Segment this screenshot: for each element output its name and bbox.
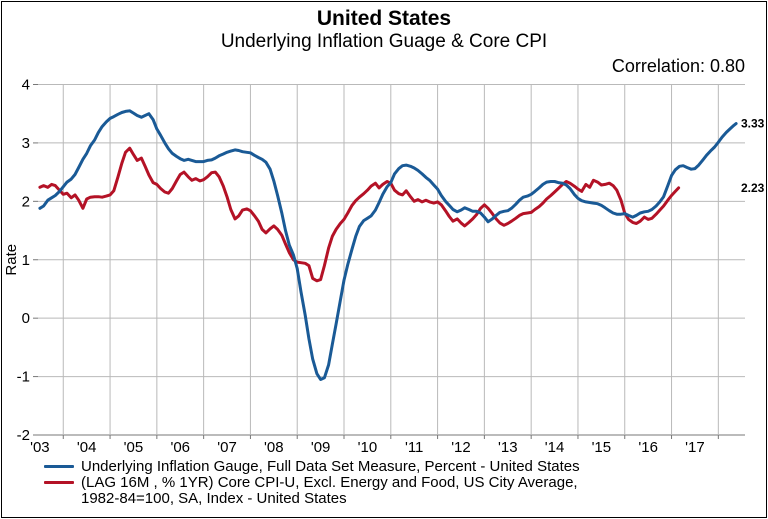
x-tick-label: '14	[545, 439, 565, 456]
x-tick-label: '17	[685, 439, 705, 456]
series-line-core-cpi	[38, 146, 681, 283]
series-end-label: 3.33	[741, 117, 765, 131]
x-tick-label: '13	[498, 439, 518, 456]
chart-title: United States	[316, 7, 452, 30]
x-tick-label: '10	[358, 439, 378, 456]
y-tick-label: 2	[22, 193, 30, 210]
x-tick-label: '05	[124, 439, 144, 456]
y-tick-label: 1	[22, 252, 30, 269]
legend-swatch-core-cpi	[44, 480, 74, 484]
x-tick-label: '12	[451, 439, 471, 456]
series-end-label: 2.23	[741, 181, 765, 195]
x-tick-label: '08	[264, 439, 284, 456]
x-tick-label: '07	[217, 439, 237, 456]
chart-subtitle: Underlying Inflation Guage & Core CPI	[220, 31, 548, 52]
legend-row: Underlying Inflation Gauge, Full Data Se…	[44, 457, 580, 475]
legend-row: (LAG 16M , % 1YR) Core CPI-U, Excl. Ener…	[44, 473, 580, 491]
y-tick-label: 0	[22, 310, 30, 327]
legend-swatch-uig	[44, 464, 74, 468]
chart-legend: Underlying Inflation Gauge, Full Data Se…	[44, 457, 580, 507]
legend-label: (LAG 16M , % 1YR) Core CPI-U, Excl. Ener…	[81, 473, 578, 491]
correlation-label: Correlation: 0.80	[611, 56, 745, 76]
y-axis-title: Rate	[3, 244, 20, 276]
y-tick-label: -1	[17, 369, 30, 386]
x-tick-label: '16	[638, 439, 658, 456]
legend-label: Underlying Inflation Gauge, Full Data Se…	[81, 457, 580, 475]
x-tick-label: '11	[405, 439, 423, 456]
series-line-uig	[38, 109, 738, 381]
x-tick-label: '15	[592, 439, 612, 456]
y-tick-label: 4	[22, 77, 30, 94]
y-tick-label: 3	[22, 135, 30, 152]
legend-row: 1982-84=100, SA, Index - United States	[44, 489, 580, 507]
x-tick-label: '03	[30, 439, 50, 456]
x-tick-label: '06	[170, 439, 190, 456]
x-tick-label: '09	[311, 439, 331, 456]
x-tick-label: '04	[77, 439, 97, 456]
y-tick-label: -2	[17, 427, 30, 444]
legend-label: 1982-84=100, SA, Index - United States	[81, 489, 347, 507]
